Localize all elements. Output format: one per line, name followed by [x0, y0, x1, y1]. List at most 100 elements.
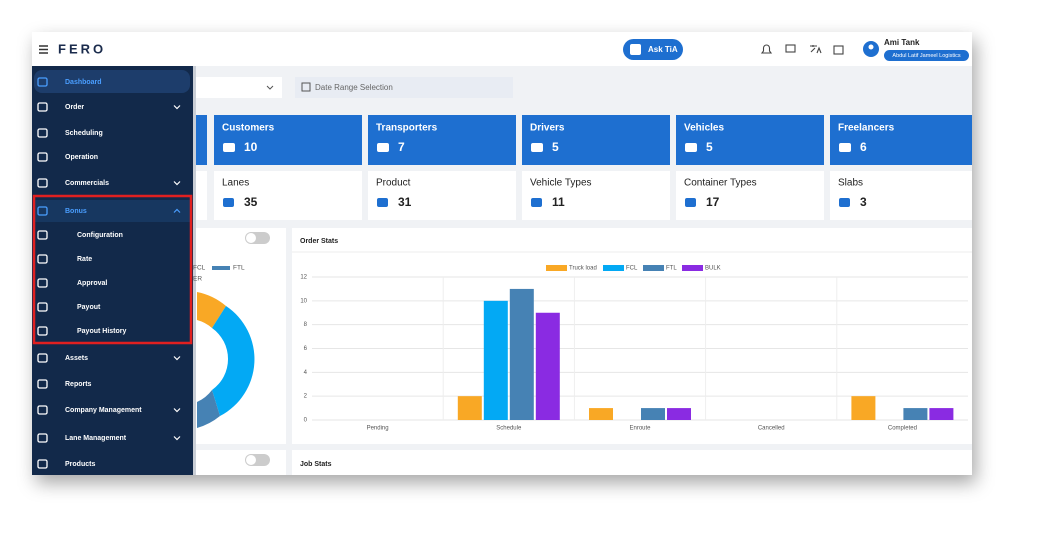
- count-card[interactable]: [214, 171, 362, 220]
- summary-card[interactable]: [830, 115, 978, 165]
- menu-icon: [37, 302, 48, 312]
- menu-item[interactable]: Products: [65, 461, 95, 468]
- menu-icon: [37, 405, 48, 415]
- menu-icon: [37, 230, 48, 240]
- y-tick-label: 8: [304, 322, 308, 328]
- sidebar: [32, 66, 193, 475]
- legend-label[interactable]: Truck load: [569, 266, 597, 272]
- menu-item[interactable]: Scheduling: [65, 130, 103, 137]
- logo: FERO: [58, 41, 106, 56]
- card-label: Product: [376, 178, 411, 189]
- donut-slice: [197, 390, 220, 428]
- summary-card[interactable]: [214, 115, 362, 165]
- donut-slice: [212, 306, 255, 416]
- left-bottom-panel: [193, 450, 286, 475]
- card-value: 10: [244, 140, 258, 154]
- card-label: Freelancers: [838, 123, 895, 134]
- menu-icon: [37, 206, 48, 216]
- toggle-knob: [246, 233, 256, 243]
- card-icon: [685, 143, 697, 152]
- card-value: 17: [706, 195, 720, 209]
- chart-title: Order Stats: [300, 238, 338, 245]
- menu-icon: [37, 152, 48, 162]
- card-icon: [223, 198, 234, 207]
- card-value: 7: [398, 140, 405, 154]
- menu-chevron: [173, 408, 181, 413]
- menu-icon: [37, 278, 48, 288]
- count-card[interactable]: [830, 171, 978, 220]
- bar: [509, 288, 534, 420]
- card-label: Drivers: [530, 123, 565, 134]
- card-icon: [531, 143, 543, 152]
- menu-item[interactable]: Payout History: [77, 328, 127, 335]
- legend-swatch: [682, 265, 703, 271]
- legend-label[interactable]: FCL: [626, 266, 638, 272]
- bar: [667, 408, 691, 420]
- count-card[interactable]: [368, 171, 516, 220]
- y-tick-label: 4: [304, 370, 308, 376]
- notification-icon[interactable]: [760, 44, 773, 54]
- menu-icon: [37, 353, 48, 363]
- card-label: Lanes: [222, 178, 249, 189]
- menu-chevron: [173, 208, 181, 213]
- count-card[interactable]: [193, 171, 207, 220]
- y-tick-label: 6: [304, 346, 308, 352]
- legend-label: ER: [193, 276, 202, 283]
- translate-icon[interactable]: [810, 45, 822, 54]
- sidebar-scrollbar: [193, 66, 196, 475]
- summary-card[interactable]: [522, 115, 670, 165]
- menu-chevron: [173, 356, 181, 361]
- menu-chevron: [173, 105, 181, 110]
- dropdown[interactable]: [193, 77, 282, 98]
- card-icon: [223, 143, 235, 152]
- menu-item[interactable]: Operation: [65, 154, 98, 161]
- menu-item[interactable]: Lane Management: [65, 435, 127, 442]
- card-icon: [377, 198, 388, 207]
- menu-item[interactable]: Reports: [65, 381, 92, 388]
- date-range-placeholder: Date Range Selection: [315, 83, 393, 92]
- legend-label: FCL: [193, 265, 206, 272]
- legend-label[interactable]: BULK: [705, 266, 721, 272]
- x-tick-label: Schedule: [496, 426, 522, 432]
- menu-item[interactable]: Payout: [77, 304, 101, 311]
- summary-card[interactable]: [193, 115, 207, 165]
- menu-item[interactable]: Order: [65, 104, 84, 111]
- legend-swatch: [546, 265, 567, 271]
- company-badge[interactable]: [884, 50, 969, 61]
- y-tick-label: 10: [300, 298, 307, 304]
- menu-item[interactable]: Approval: [77, 280, 107, 287]
- menu-item[interactable]: Configuration: [77, 232, 123, 239]
- wallet-icon[interactable]: [833, 45, 844, 55]
- menu-item[interactable]: Commercials: [65, 180, 109, 187]
- menu-icon: [37, 254, 48, 264]
- card-icon: [839, 198, 850, 207]
- card-icon: [531, 198, 542, 207]
- bar: [929, 408, 954, 420]
- message-icon[interactable]: [785, 44, 796, 53]
- menu-item[interactable]: Dashboard: [65, 79, 102, 86]
- legend-label[interactable]: FTL: [666, 266, 677, 272]
- user-name: Ami Tank: [884, 38, 920, 47]
- card-label: Vehicles: [684, 123, 724, 134]
- x-tick-label: Pending: [367, 426, 389, 432]
- legend-label: FTL: [233, 265, 245, 272]
- summary-card[interactable]: [368, 115, 516, 165]
- bar: [535, 312, 560, 420]
- top-bar: [32, 32, 972, 66]
- card-label: Slabs: [838, 178, 863, 189]
- date-range-input[interactable]: [295, 77, 513, 98]
- menu-item[interactable]: Company Management: [65, 407, 142, 414]
- count-card[interactable]: [676, 171, 824, 220]
- bonus-item-bg: [34, 200, 190, 222]
- summary-card[interactable]: [676, 115, 824, 165]
- bar: [589, 408, 613, 420]
- menu-icon: [37, 459, 48, 469]
- card-label: Container Types: [684, 178, 757, 189]
- menu-item[interactable]: Rate: [77, 256, 92, 263]
- menu-icon: [37, 178, 48, 188]
- card-value: 11: [552, 195, 565, 209]
- count-card[interactable]: [522, 171, 670, 220]
- menu-item[interactable]: Assets: [65, 355, 88, 362]
- menu-icon[interactable]: [39, 45, 48, 54]
- menu-item[interactable]: Bonus: [65, 208, 87, 215]
